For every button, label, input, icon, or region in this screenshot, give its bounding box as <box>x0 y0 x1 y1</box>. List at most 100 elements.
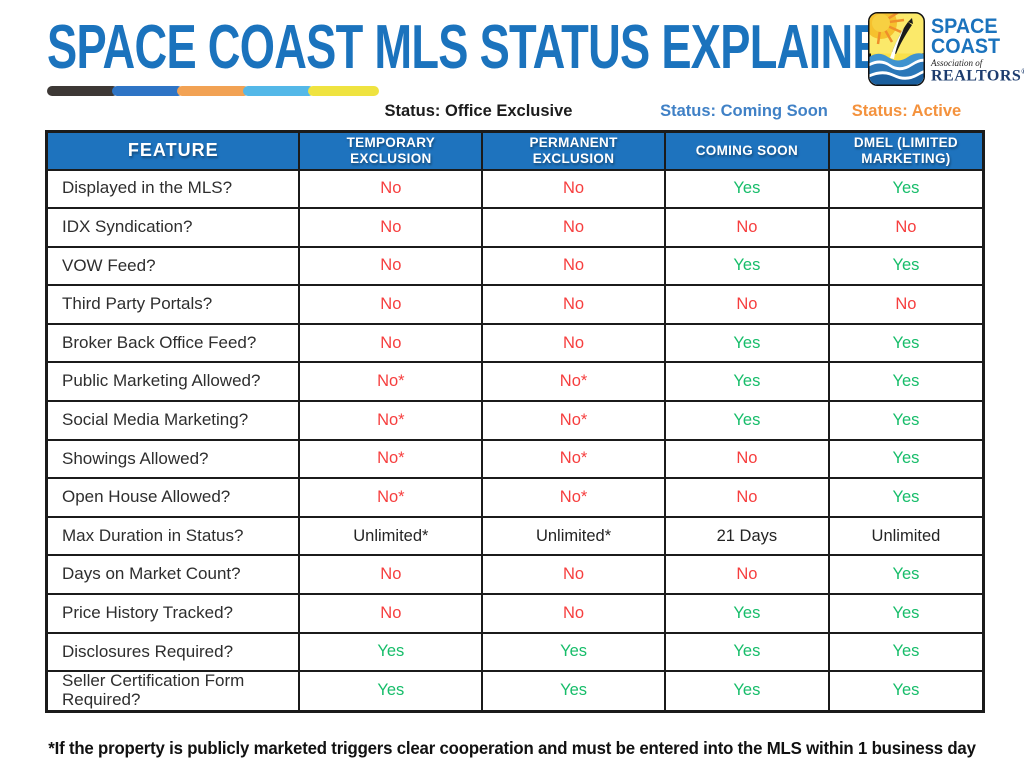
value-cell: No* <box>481 361 666 403</box>
table-row: Showings Allowed? No* No* No Yes <box>45 438 985 480</box>
table-row: VOW Feed? No No Yes Yes <box>45 245 985 287</box>
value-cell: No <box>298 593 484 634</box>
logo-word-realtors: REALTORS® <box>931 68 1024 84</box>
value-cell: Yes <box>827 168 985 210</box>
value-cell: Unlimited* <box>481 515 666 557</box>
value-cell: No <box>481 593 666 634</box>
value-cell: Yes <box>663 631 830 673</box>
value-cell: No <box>827 207 985 248</box>
column-header: COMING SOON <box>663 130 830 171</box>
value-cell: Yes <box>663 670 830 713</box>
table-row: IDX Syndication? No No No No <box>45 207 985 248</box>
value-cell: No <box>298 322 484 364</box>
table-row: Public Marketing Allowed? No* No* Yes Yes <box>45 361 985 403</box>
status-comparison-table: FEATURE TEMPORARY EXCLUSION PERMANENT EXCL… <box>45 130 985 713</box>
logo-word-coast: COAST <box>931 35 1001 59</box>
value-cell: Yes <box>663 168 830 210</box>
column-header: DMEL (LIMITED MARKETING) <box>827 130 985 171</box>
divider-segment-0 <box>47 86 119 96</box>
value-cell: No <box>298 554 484 596</box>
value-cell: Yes <box>481 631 666 673</box>
value-cell: Yes <box>663 245 830 287</box>
divider-segment-1 <box>112 86 184 96</box>
value-cell: No* <box>298 361 484 403</box>
divider-segment-2 <box>177 86 249 96</box>
divider-segment-3 <box>242 86 314 96</box>
table-row: Seller Certification Form Required? Yes Ye… <box>45 670 985 713</box>
value-cell: Yes <box>827 245 985 287</box>
sun-rocket-waves-icon <box>868 12 925 86</box>
value-cell: Unlimited <box>827 515 985 557</box>
table-row: Max Duration in Status? Unlimited* Unlimit… <box>45 515 985 557</box>
value-cell: No <box>481 245 666 287</box>
value-cell: Yes <box>298 631 484 673</box>
value-cell: No* <box>481 438 666 480</box>
divider-bar <box>47 86 380 96</box>
table-row: Days on Market Count? No No No Yes <box>45 554 985 596</box>
value-cell: Yes <box>827 631 985 673</box>
table-row: Disclosures Required? Yes Yes Yes Yes <box>45 631 985 673</box>
value-cell: Yes <box>663 361 830 403</box>
feature-cell: Showings Allowed? <box>45 438 301 480</box>
column-header: TEMPORARY EXCLUSION <box>298 130 484 171</box>
value-cell: No <box>298 168 484 210</box>
value-cell: Yes <box>663 593 830 634</box>
table-row: Social Media Marketing? No* No* Yes Yes <box>45 400 985 441</box>
status-table-wrap: FEATURE TEMPORARY EXCLUSION PERMANENT EXCL… <box>45 130 985 713</box>
status-label-2: Status: Active <box>851 102 962 120</box>
feature-cell: VOW Feed? <box>45 245 301 287</box>
feature-cell: Public Marketing Allowed? <box>45 361 301 403</box>
feature-cell: Displayed in the MLS? <box>45 168 301 210</box>
value-cell: Yes <box>827 322 985 364</box>
value-cell: Yes <box>827 670 985 713</box>
value-cell: No* <box>298 400 484 441</box>
value-cell: No* <box>298 477 484 518</box>
value-cell: Yes <box>827 554 985 596</box>
value-cell: Yes <box>827 400 985 441</box>
feature-cell: Social Media Marketing? <box>45 400 301 441</box>
table-body: Displayed in the MLS? No No Yes Yes IDX Syndi… <box>45 168 985 713</box>
value-cell: No <box>298 207 484 248</box>
value-cell: Yes <box>298 670 484 713</box>
value-cell: Yes <box>663 322 830 364</box>
value-cell: Yes <box>827 593 985 634</box>
value-cell: No* <box>481 477 666 518</box>
status-label-1: Status: Coming Soon <box>660 102 828 120</box>
table-row: Open House Allowed? No* No* No Yes <box>45 477 985 518</box>
feature-cell: Price History Tracked? <box>45 593 301 634</box>
table-row: Price History Tracked? No No Yes Yes <box>45 593 985 634</box>
value-cell: No* <box>481 400 666 441</box>
value-cell: No <box>481 284 666 325</box>
page-title: SPACE COAST MLS STATUS EXPLAINER <box>47 13 915 82</box>
logo-tagline: Association of <box>931 58 983 69</box>
feature-column-header: FEATURE <box>45 130 301 171</box>
value-cell: No <box>827 284 985 325</box>
logo-word-space: SPACE <box>931 15 998 39</box>
feature-cell: Third Party Portals? <box>45 284 301 325</box>
value-cell: 21 Days <box>663 515 830 557</box>
value-cell: Yes <box>481 670 666 713</box>
value-cell: No <box>481 168 666 210</box>
value-cell: No <box>481 322 666 364</box>
footnote-text: *If the property is publicly marketed tr… <box>48 738 976 758</box>
feature-cell: Open House Allowed? <box>45 477 301 518</box>
value-cell: No <box>481 554 666 596</box>
feature-cell: IDX Syndication? <box>45 207 301 248</box>
feature-cell: Seller Certification Form Required? <box>45 670 301 713</box>
value-cell: No <box>298 245 484 287</box>
feature-cell: Max Duration in Status? <box>45 515 301 557</box>
registered-trademark-mark: ® <box>1021 67 1024 76</box>
value-cell: No <box>663 284 830 325</box>
feature-cell: Days on Market Count? <box>45 554 301 596</box>
value-cell: No <box>663 554 830 596</box>
column-header: PERMANENT EXCLUSION <box>481 130 666 171</box>
status-labels-row: Status: Office Exclusive Status: Coming S… <box>45 102 985 128</box>
value-cell: No <box>663 477 830 518</box>
association-logo: SPACE COAST Association of REALTORS® <box>868 12 1024 90</box>
value-cell: Yes <box>827 477 985 518</box>
value-cell: No <box>663 438 830 480</box>
feature-cell: Broker Back Office Feed? <box>45 322 301 364</box>
value-cell: No <box>298 284 484 325</box>
value-cell: Yes <box>663 400 830 441</box>
